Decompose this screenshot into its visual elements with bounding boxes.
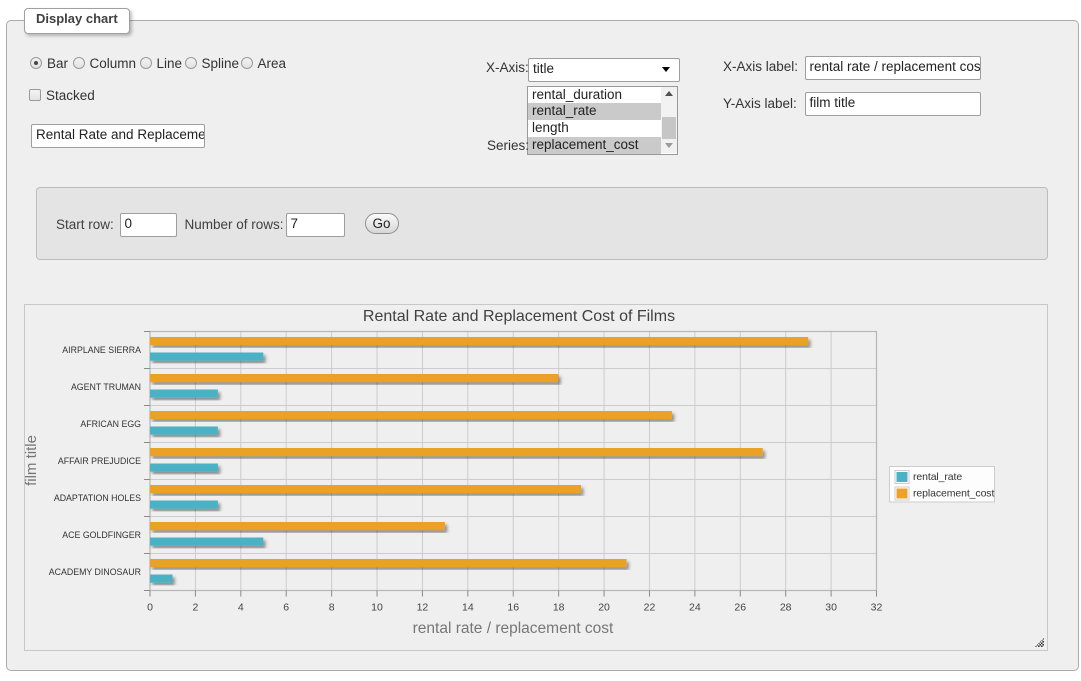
svg-text:16: 16	[507, 602, 519, 614]
svg-text:4: 4	[237, 602, 243, 614]
svg-text:26: 26	[734, 602, 746, 614]
svg-text:ACE GOLDFINGER: ACE GOLDFINGER	[62, 530, 141, 540]
svg-text:30: 30	[825, 602, 837, 614]
svg-text:10: 10	[371, 602, 383, 614]
svg-text:replacement_cost: replacement_cost	[913, 487, 994, 499]
svg-text:rental_rate: rental_rate	[913, 471, 962, 483]
svg-text:0: 0	[147, 602, 153, 614]
svg-text:AFFAIR PREJUDICE: AFFAIR PREJUDICE	[57, 456, 140, 466]
svg-text:18: 18	[552, 602, 564, 614]
svg-text:6: 6	[283, 602, 289, 614]
svg-text:AGENT TRUMAN: AGENT TRUMAN	[70, 382, 140, 392]
svg-text:AFRICAN EGG: AFRICAN EGG	[80, 419, 141, 429]
svg-text:ADAPTATION HOLES: ADAPTATION HOLES	[53, 493, 140, 503]
svg-text:14: 14	[461, 602, 473, 614]
svg-text:22: 22	[643, 602, 655, 614]
svg-text:2: 2	[192, 602, 198, 614]
svg-text:ACADEMY DINOSAUR: ACADEMY DINOSAUR	[48, 567, 140, 577]
svg-text:Rental Rate and Replacement Co: Rental Rate and Replacement Cost of Film…	[362, 308, 674, 325]
svg-text:12: 12	[416, 602, 428, 614]
svg-text:AIRPLANE SIERRA: AIRPLANE SIERRA	[62, 345, 141, 355]
svg-text:rental rate / replacement cost: rental rate / replacement cost	[412, 620, 613, 637]
svg-text:28: 28	[779, 602, 791, 614]
svg-text:8: 8	[328, 602, 334, 614]
svg-text:24: 24	[689, 602, 701, 614]
svg-text:film title: film title	[24, 435, 40, 486]
svg-text:20: 20	[598, 602, 610, 614]
svg-text:32: 32	[870, 602, 882, 614]
